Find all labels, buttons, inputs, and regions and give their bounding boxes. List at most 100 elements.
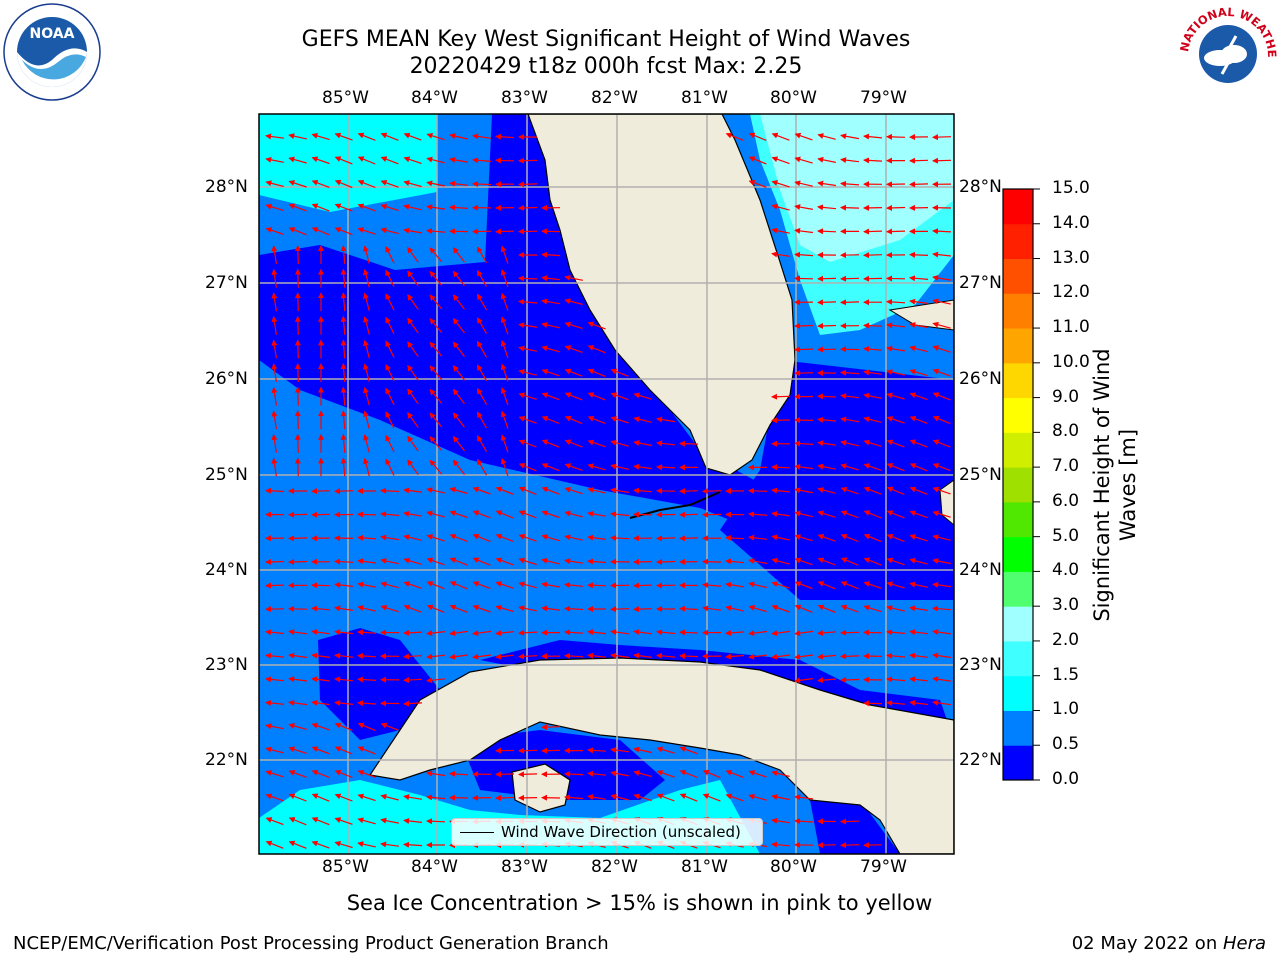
wave-direction-arrow — [452, 365, 465, 381]
wave-direction-arrow — [265, 582, 285, 589]
wave-direction-arrow — [771, 653, 790, 660]
wave-direction-arrow — [794, 818, 814, 825]
wave-direction-arrow — [886, 204, 906, 211]
wave-direction-arrow — [476, 458, 488, 476]
chart-subtitle: 20220429 t18z 000h fcst Max: 2.25 — [409, 54, 803, 79]
wave-direction-arrow — [725, 793, 744, 802]
wave-direction-arrow — [407, 246, 419, 263]
wave-direction-arrow — [380, 203, 399, 211]
lat-label-left: 27°N — [205, 273, 248, 293]
wave-direction-arrow — [656, 416, 675, 423]
wave-direction-arrow — [265, 180, 284, 187]
lat-label-left: 26°N — [205, 369, 248, 389]
wave-direction-arrow — [909, 534, 928, 542]
wave-direction-arrow — [886, 605, 905, 612]
wave-direction-arrow — [476, 435, 488, 452]
wave-direction-arrow — [500, 410, 509, 429]
wave-direction-arrow — [357, 558, 376, 565]
wave-direction-arrow — [886, 228, 906, 235]
wave-direction-arrow — [748, 793, 767, 801]
wave-direction-arrow — [495, 653, 514, 660]
chart-title: GEFS MEAN Key West Significant Height of… — [301, 27, 911, 52]
wave-direction-arrow — [863, 228, 883, 235]
wave-direction-arrow — [863, 557, 882, 566]
wave-direction-arrow — [518, 771, 538, 778]
wave-direction-arrow — [656, 464, 676, 471]
wave-direction-arrow — [340, 457, 347, 477]
wave-direction-arrow — [771, 794, 790, 801]
wave-direction-arrow — [472, 133, 491, 140]
wave-direction-arrow — [587, 321, 606, 330]
wave-direction-arrow — [656, 770, 675, 778]
wave-direction-arrow — [407, 435, 419, 452]
wave-direction-arrow — [380, 534, 399, 541]
wave-direction-arrow — [771, 251, 790, 258]
wave-direction-arrow — [452, 459, 465, 475]
wave-direction-arrow — [495, 630, 514, 637]
wave-direction-arrow — [380, 132, 399, 141]
wave-direction-arrow — [380, 180, 399, 188]
wave-direction-arrow — [495, 133, 515, 140]
wave-direction-arrow — [288, 793, 307, 802]
wave-direction-arrow — [909, 581, 928, 588]
wave-direction-arrow — [472, 581, 491, 590]
wave-direction-arrow — [886, 700, 906, 707]
wave-direction-arrow — [840, 275, 860, 282]
wave-direction-arrow — [311, 817, 330, 826]
wave-direction-arrow — [794, 557, 813, 566]
wave-direction-arrow — [656, 535, 676, 542]
wave-direction-arrow — [449, 630, 468, 637]
wave-band-atlantic-light — [760, 114, 954, 262]
wave-direction-arrow — [265, 676, 285, 683]
wave-direction-arrow — [426, 818, 446, 825]
wave-direction-arrow — [334, 793, 353, 802]
wave-direction-arrow — [403, 629, 423, 636]
wave-direction-arrow — [265, 133, 284, 140]
wave-direction-arrow — [518, 298, 538, 305]
colorbar-tick-label: 9.0 — [1052, 386, 1080, 407]
wave-direction-arrow — [541, 463, 560, 472]
wave-direction-arrow — [909, 557, 928, 565]
wave-direction-arrow — [932, 581, 951, 588]
wave-direction-arrow — [518, 369, 537, 376]
wave-direction-arrow — [265, 770, 284, 778]
wave-direction-arrow — [518, 322, 537, 329]
wave-direction-arrow — [271, 386, 278, 406]
wave-direction-arrow — [886, 298, 906, 305]
wave-direction-arrow — [311, 582, 331, 589]
wave-direction-arrow — [265, 652, 285, 659]
wave-direction-arrow — [587, 439, 606, 448]
lon-label-bottom: 82°W — [591, 857, 638, 877]
wave-direction-arrow — [932, 298, 951, 305]
wave-direction-arrow — [426, 228, 446, 235]
wave-direction-arrow — [407, 294, 419, 310]
wave-direction-arrow — [403, 487, 422, 494]
wave-direction-arrow — [518, 416, 537, 424]
wave-direction-arrow — [294, 245, 301, 265]
wave-direction-arrow — [500, 457, 509, 477]
lat-label-left: 23°N — [205, 655, 248, 675]
wave-direction-arrow — [311, 156, 330, 165]
wave-direction-arrow — [380, 793, 399, 801]
wave-direction-arrow — [932, 134, 952, 141]
wave-direction-arrow — [886, 392, 905, 400]
wave-direction-arrow — [472, 653, 491, 660]
wave-direction-arrow — [340, 268, 347, 288]
wave-direction-arrow — [932, 652, 951, 659]
wave-direction-arrow — [840, 369, 860, 376]
wave-direction-arrow — [407, 364, 419, 381]
wave-direction-arrow — [495, 157, 515, 164]
nws-logo: NATIONAL WEATHER SERVICE — [1176, 2, 1279, 100]
wave-direction-arrow — [407, 317, 419, 334]
wave-direction-arrow — [794, 487, 814, 494]
wave-direction-arrow — [656, 629, 676, 636]
wave-direction-arrow — [294, 339, 301, 359]
wave-direction-arrow — [472, 533, 491, 543]
wave-direction-arrow — [909, 251, 929, 258]
colorbar-tick-label: 14.0 — [1052, 212, 1090, 233]
wave-direction-arrow — [288, 227, 307, 236]
colorbar-tick-label: 13.0 — [1052, 247, 1090, 268]
wave-direction-arrow — [771, 841, 791, 848]
wave-direction-arrow — [633, 606, 653, 613]
wave-direction-arrow — [403, 604, 422, 613]
